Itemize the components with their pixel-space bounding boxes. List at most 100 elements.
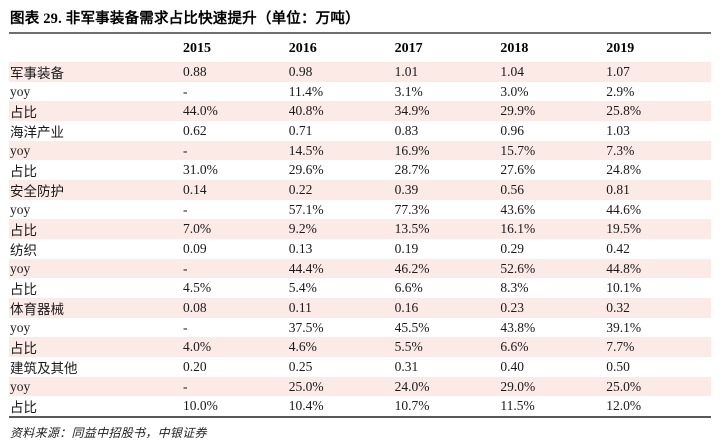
value-cell: - — [183, 260, 188, 276]
row-label-cell: 军事装备 — [10, 66, 64, 81]
value-cell: 5.5% — [394, 339, 423, 354]
value-cell: 44.6% — [606, 201, 642, 217]
row-label-cell: 安全防护 — [10, 184, 64, 199]
value-cell: 44.8% — [606, 260, 642, 276]
value-cell: 25.0% — [288, 378, 324, 394]
value-cell: 7.7% — [606, 339, 635, 354]
value-cell: 45.5% — [394, 319, 430, 335]
value-cell: 28.7% — [394, 162, 430, 177]
value-cell: 10.0% — [183, 398, 218, 413]
value-cell: - — [183, 142, 188, 158]
table-row: yoy - 11.4% 3.1% 3.0% 2.9% — [9, 82, 711, 101]
row-label-cell: 占比 — [10, 105, 37, 120]
value-cell: 15.7% — [500, 142, 536, 158]
value-cell: 0.96 — [500, 123, 525, 138]
year-header: 2019 — [606, 41, 635, 56]
value-cell: - — [183, 83, 188, 99]
value-cell: 31.0% — [183, 162, 218, 177]
table-row: yoy - 14.5% 16.9% 15.7% 7.3% — [9, 141, 711, 160]
row-label-cell: 建筑及其他 — [10, 361, 78, 376]
table-row: 军事装备 0.88 0.98 1.01 1.04 1.07 — [9, 62, 711, 82]
table-row: 体育器械 0.08 0.11 0.16 0.23 0.32 — [9, 298, 711, 318]
value-cell: 0.88 — [183, 64, 207, 79]
year-header: 2018 — [500, 41, 529, 56]
value-cell: 6.6% — [394, 280, 423, 295]
value-cell: 43.8% — [500, 319, 536, 335]
value-cell: 25.0% — [606, 378, 642, 394]
value-cell: 52.6% — [500, 260, 536, 276]
value-cell: 0.20 — [183, 359, 207, 374]
title-rule-divider — [9, 32, 711, 34]
demand-share-table: 2015 2016 2017 2018 2019 军事装备 0.88 0.98 1.01 1.0… — [9, 36, 711, 418]
value-cell: 5.4% — [288, 280, 317, 295]
value-cell: 46.2% — [394, 260, 430, 276]
value-cell: 10.7% — [394, 398, 430, 413]
value-cell: 0.14 — [183, 182, 207, 197]
table-header: 2015 2016 2017 2018 2019 — [9, 36, 711, 62]
value-cell: 0.09 — [183, 241, 207, 256]
value-cell: 3.0% — [500, 83, 529, 99]
row-label-header — [9, 36, 182, 62]
value-cell: 0.22 — [288, 182, 313, 197]
year-header: 2015 — [183, 41, 211, 56]
value-cell: 0.39 — [394, 182, 419, 197]
row-label-cell: 海洋产业 — [10, 125, 64, 140]
value-cell: 12.0% — [606, 398, 642, 413]
value-cell: 0.81 — [606, 182, 630, 197]
row-label-cell: yoy — [10, 260, 31, 276]
value-cell: - — [183, 319, 188, 335]
row-label-cell: 体育器械 — [10, 302, 64, 317]
value-cell: 27.6% — [500, 162, 536, 177]
value-cell: 24.0% — [394, 378, 430, 394]
value-cell: 57.1% — [288, 201, 324, 217]
value-cell: 39.1% — [606, 319, 642, 335]
table-row: 占比 31.0% 29.6% 28.7% 27.6% 24.8% — [9, 160, 711, 180]
row-label-cell: 占比 — [10, 341, 37, 356]
value-cell: 4.5% — [183, 280, 212, 295]
table-row: 占比 4.0% 4.6% 5.5% 6.6% 7.7% — [9, 337, 711, 357]
value-cell: 0.62 — [183, 123, 207, 138]
source-note: 资料来源：同益中招股书，中银证券 — [10, 426, 207, 440]
value-cell: 7.3% — [606, 142, 635, 158]
value-cell: 25.8% — [606, 103, 642, 118]
value-cell: 0.83 — [394, 123, 419, 138]
table-row: yoy - 57.1% 77.3% 43.6% 44.6% — [9, 200, 711, 219]
value-cell: 34.9% — [394, 103, 430, 118]
value-cell: 29.6% — [288, 162, 324, 177]
value-cell: 0.23 — [500, 300, 525, 315]
table-row: 海洋产业 0.62 0.71 0.83 0.96 1.03 — [9, 121, 711, 141]
row-label-cell: yoy — [10, 319, 31, 335]
value-cell: 24.8% — [606, 162, 642, 177]
table-row: yoy - 44.4% 46.2% 52.6% 44.8% — [9, 259, 711, 278]
value-cell: 16.1% — [500, 221, 536, 236]
value-cell: 29.9% — [500, 103, 536, 118]
value-cell: 1.01 — [394, 64, 419, 79]
row-label-cell: 占比 — [10, 282, 37, 297]
value-cell: - — [183, 378, 188, 394]
table-row: 建筑及其他 0.20 0.25 0.31 0.40 0.50 — [9, 357, 711, 377]
value-cell: 0.11 — [288, 300, 312, 315]
value-cell: 44.0% — [183, 103, 218, 118]
value-cell: 43.6% — [500, 201, 536, 217]
value-cell: 0.08 — [183, 300, 207, 315]
value-cell: 0.13 — [288, 241, 313, 256]
value-cell: 3.1% — [394, 83, 423, 99]
row-label-cell: 占比 — [10, 164, 37, 179]
value-cell: 0.50 — [606, 359, 630, 374]
row-label-cell: yoy — [10, 201, 31, 217]
value-cell: 1.04 — [500, 64, 525, 79]
value-cell: 10.1% — [606, 280, 642, 295]
value-cell: 40.8% — [288, 103, 324, 118]
value-cell: 29.0% — [500, 378, 536, 394]
value-cell: 77.3% — [394, 201, 430, 217]
table-row: yoy - 37.5% 45.5% 43.8% 39.1% — [9, 318, 711, 337]
value-cell: 16.9% — [394, 142, 430, 158]
header-row: 2015 2016 2017 2018 2019 — [9, 36, 711, 62]
row-label-cell: yoy — [10, 83, 31, 99]
table-row: 占比 44.0% 40.8% 34.9% 29.9% 25.8% — [9, 101, 711, 121]
year-header: 2016 — [288, 41, 317, 56]
figure-title: 图表 29. 非军事装备需求占比快速提升（单位：万吨） — [10, 11, 360, 27]
row-label-cell: 占比 — [10, 400, 37, 415]
value-cell: 13.5% — [394, 221, 430, 236]
